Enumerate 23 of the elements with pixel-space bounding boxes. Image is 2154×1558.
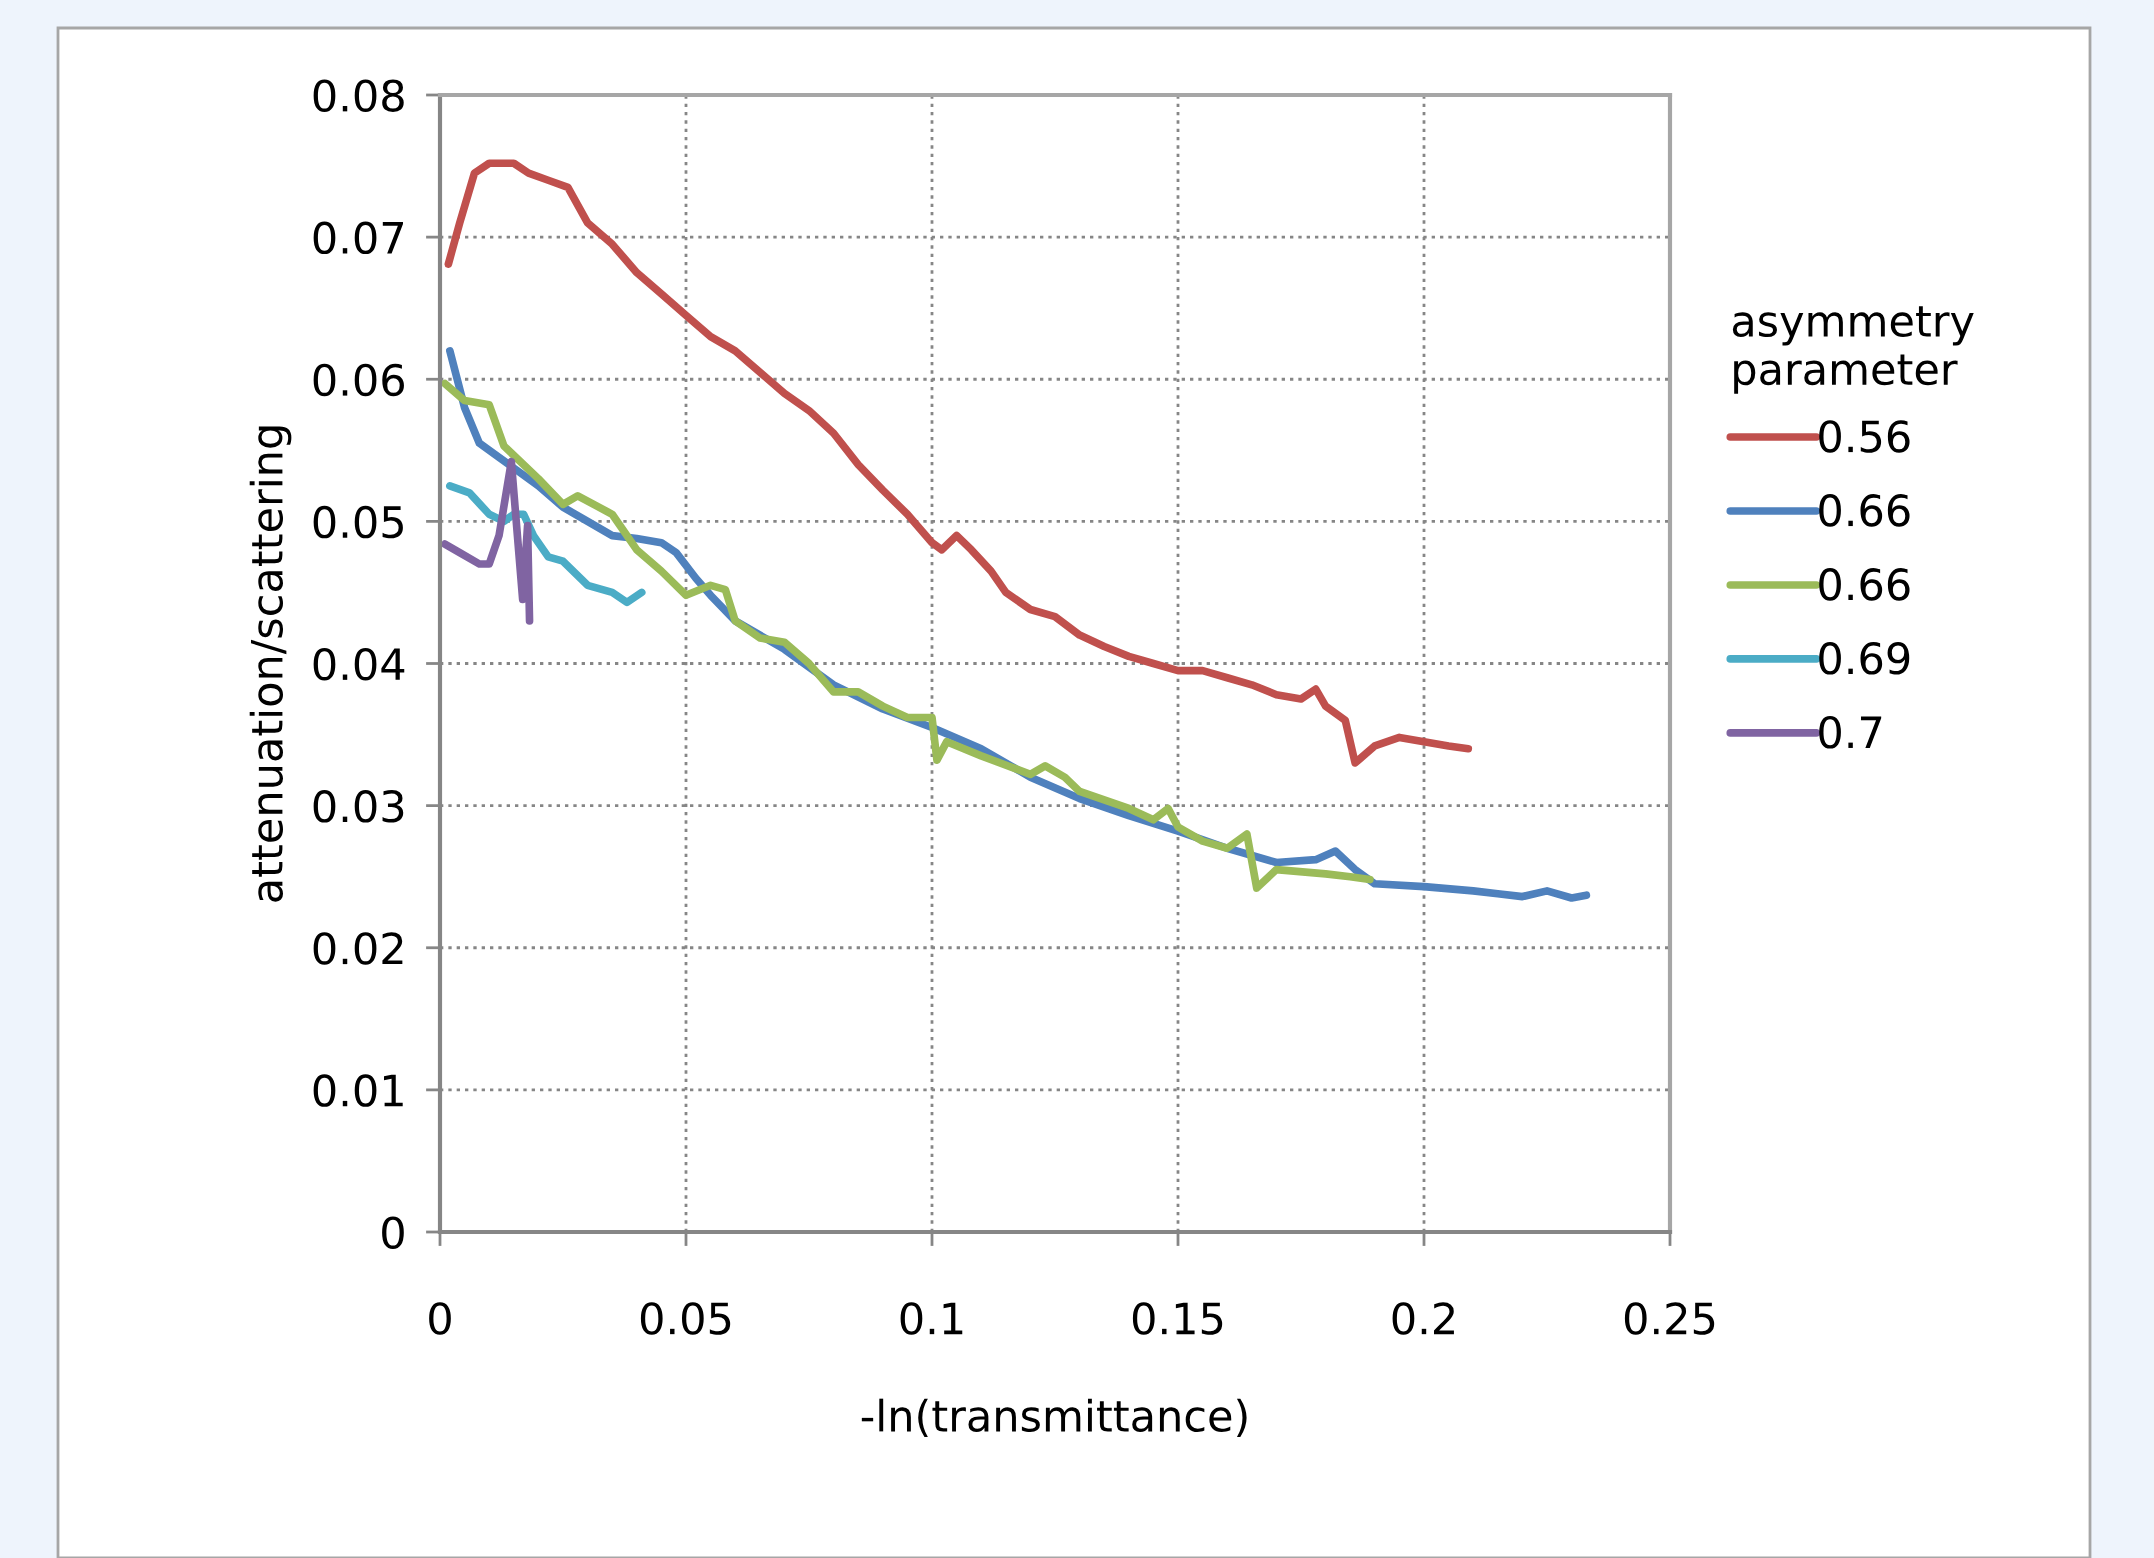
legend-label: 0.66 — [1819, 568, 1910, 601]
x-tick-label: 0.1 — [900, 1302, 963, 1335]
x-tick-label: 0.15 — [1132, 1302, 1223, 1335]
legend-label: 0.56 — [1819, 420, 1910, 453]
y-axis-title: attenuation/scattering — [249, 426, 292, 902]
y-tick-label: 0.07 — [313, 221, 403, 255]
y-tick-label: 0 — [382, 1216, 404, 1249]
x-tick-label: 0.2 — [1392, 1302, 1454, 1335]
legend-title: asymmetry parameter — [1732, 306, 1974, 394]
y-tick-label: 0.04 — [313, 647, 405, 681]
y-tick-label: 0.06 — [313, 363, 404, 397]
y-tick-label: 0.05 — [313, 505, 403, 539]
y-tick-label: 0.01 — [313, 1074, 403, 1107]
x-tick-label: 0.25 — [1624, 1302, 1715, 1335]
legend-label: 0.69 — [1819, 642, 1910, 675]
y-tick-label: 0.02 — [313, 932, 403, 965]
legend-label: 0.66 — [1819, 494, 1910, 527]
x-tick-label: 0 — [429, 1302, 451, 1335]
y-tick-label: 0.08 — [313, 79, 404, 112]
legend-label: 0.7 — [1819, 716, 1882, 749]
y-tick-label: 0.03 — [313, 790, 404, 823]
x-axis-title: -ln(transmittance) — [861, 1398, 1247, 1438]
x-tick-label: 0.05 — [640, 1302, 731, 1335]
